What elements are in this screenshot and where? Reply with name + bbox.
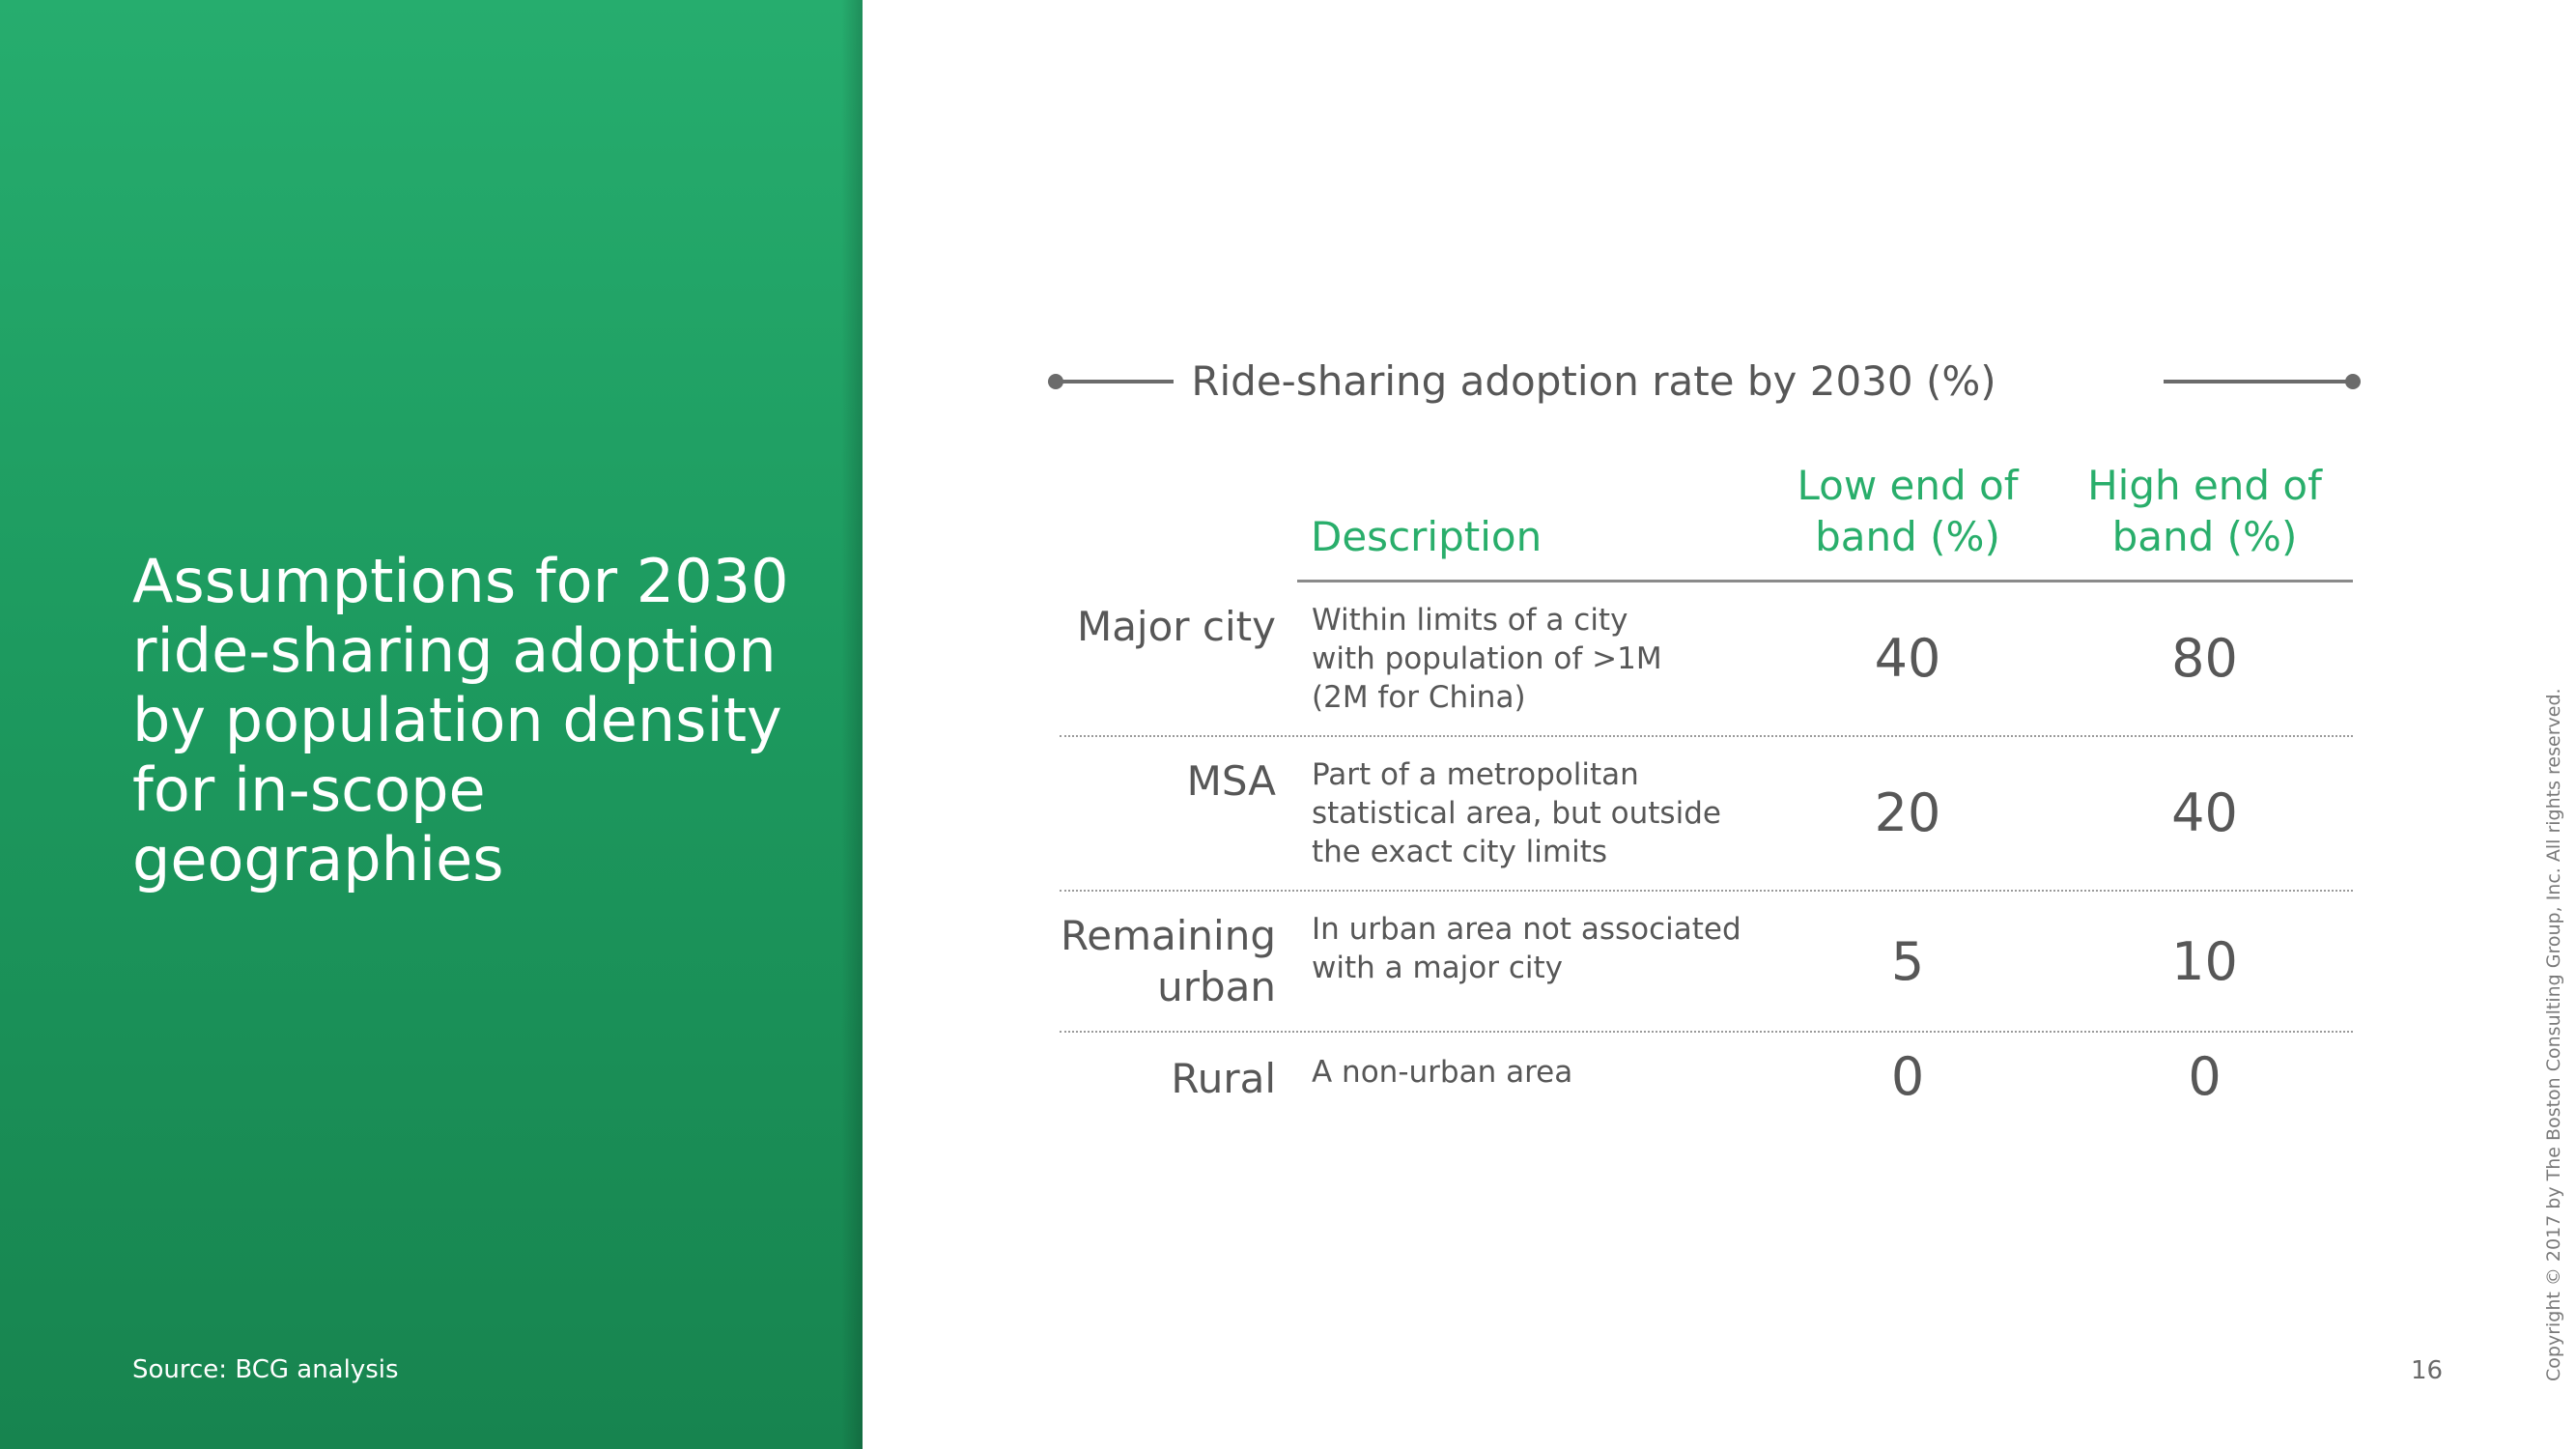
row-description-line: Within limits of a city — [1312, 603, 1628, 638]
row-low-value-remaining-urban: 5 — [1890, 931, 1925, 992]
title-panel: Assumptions for 2030 ride-sharing adopti… — [0, 0, 863, 1449]
column-header-low: Low end of band (%) — [1777, 460, 2038, 562]
copyright-notice: Copyright © 2017 by The Boston Consultin… — [2543, 688, 2564, 1381]
row-label-line: urban — [1157, 963, 1276, 1010]
row-high-value-msa: 40 — [2171, 782, 2238, 843]
column-header-low-line-2: band (%) — [1815, 513, 2000, 560]
row-low-value-rural: 0 — [1890, 1046, 1925, 1107]
row-description-line: with a major city — [1312, 951, 1564, 985]
column-header-description: Description — [1311, 513, 1543, 560]
row-low-value-msa: 20 — [1874, 782, 1941, 843]
page-number: 16 — [2411, 1356, 2444, 1385]
row-description-line: statistical area, but outside — [1312, 796, 1721, 831]
row-description-rural: A non-urban area — [1312, 1053, 1766, 1092]
row-label-msa: MSA — [1025, 755, 1276, 807]
table-heading: Ride-sharing adoption rate by 2030 (%) — [1048, 353, 2362, 411]
table-heading-text: Ride-sharing adoption rate by 2030 (%) — [1174, 357, 2014, 405]
row-description-major-city: Within limits of a city with population … — [1312, 601, 1766, 717]
row-high-value-rural: 0 — [2188, 1046, 2222, 1107]
row-label-line: Major city — [1076, 603, 1276, 650]
heading-right-dot — [2345, 374, 2361, 389]
row-separator — [1060, 890, 2353, 892]
row-high-value-major-city: 80 — [2171, 628, 2238, 689]
row-label-remaining-urban: Remaining urban — [1025, 910, 1276, 1012]
column-header-high-line-2: band (%) — [2111, 513, 2298, 560]
row-label-line: Remaining — [1060, 912, 1276, 959]
row-description-line: with population of >1M — [1312, 641, 1662, 676]
header-rule — [1297, 580, 2353, 582]
row-high-value-remaining-urban: 10 — [2171, 931, 2238, 992]
slide-title: Assumptions for 2030 ride-sharing adopti… — [132, 546, 789, 895]
row-label-major-city: Major city — [1025, 601, 1276, 652]
row-description-remaining-urban: In urban area not associated with a majo… — [1312, 910, 1766, 987]
row-description-line: Part of a metropolitan — [1312, 757, 1639, 792]
column-header-low-line-1: Low end of — [1797, 462, 2019, 509]
source-note: Source: BCG analysis — [132, 1355, 399, 1384]
row-description-line: In urban area not associated — [1312, 912, 1741, 947]
row-separator — [1060, 735, 2353, 737]
column-header-high-line-1: High end of — [2087, 462, 2322, 509]
row-label-line: MSA — [1186, 757, 1276, 805]
row-description-line: A non-urban area — [1312, 1055, 1573, 1090]
row-description-line: the exact city limits — [1312, 835, 1608, 869]
row-separator — [1060, 1031, 2353, 1033]
row-low-value-major-city: 40 — [1874, 628, 1941, 689]
column-header-high: High end of band (%) — [2077, 460, 2333, 562]
heading-right-line — [2164, 380, 2355, 384]
row-label-rural: Rural — [1025, 1053, 1276, 1104]
row-label-line: Rural — [1171, 1055, 1276, 1102]
row-description-line: (2M for China) — [1312, 680, 1526, 715]
row-description-msa: Part of a metropolitan statistical area,… — [1312, 755, 1766, 871]
